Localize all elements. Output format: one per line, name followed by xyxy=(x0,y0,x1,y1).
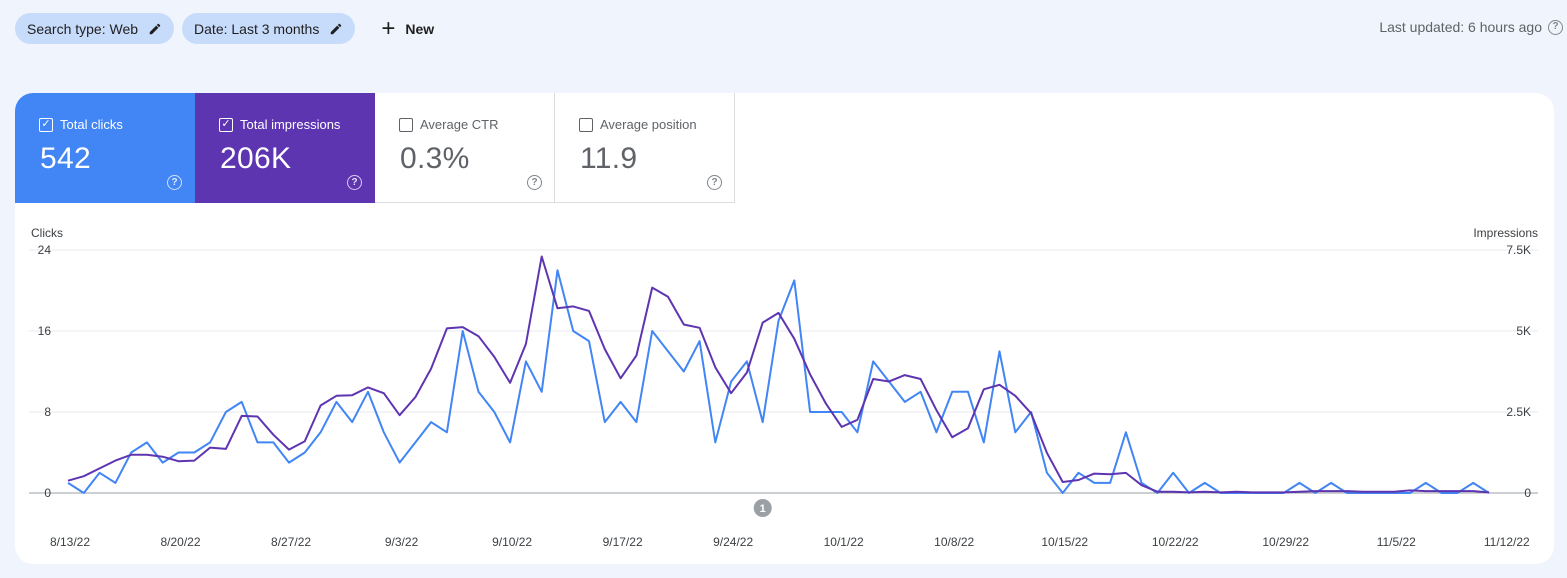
x-tick-label: 10/22/22 xyxy=(1152,535,1199,549)
x-tick-label: 11/12/22 xyxy=(1484,535,1530,549)
metric-average-position[interactable]: Average position 11.9 ? xyxy=(555,93,735,203)
help-icon[interactable]: ? xyxy=(1548,19,1563,35)
x-tick-label: 8/27/22 xyxy=(271,535,311,549)
metric-value: 206K xyxy=(220,142,292,175)
performance-card: ✓ Total clicks 542 ? ✓ Total impressions… xyxy=(15,93,1554,564)
help-icon[interactable]: ? xyxy=(707,175,722,190)
y-left-tick-label: 8 xyxy=(44,405,51,419)
x-tick-label: 8/13/22 xyxy=(50,535,90,549)
x-tick-label: 11/5/22 xyxy=(1377,535,1416,549)
clicks-series-line xyxy=(67,269,1490,494)
x-tick-label: 10/8/22 xyxy=(934,535,974,549)
y-right-tick-label: 5K xyxy=(1516,324,1531,338)
annotation-marker xyxy=(753,499,772,517)
x-tick-label: 10/1/22 xyxy=(824,535,864,549)
new-filter-label: New xyxy=(405,20,435,37)
checkbox-unchecked-icon[interactable] xyxy=(579,117,593,132)
metric-label: Average position xyxy=(600,117,697,132)
annotation-label: 1 xyxy=(760,503,766,515)
x-tick-label: 9/24/22 xyxy=(713,535,753,549)
x-tick-label: 10/29/22 xyxy=(1262,535,1309,549)
metric-average-ctr[interactable]: Average CTR 0.3% ? xyxy=(375,93,555,203)
metric-value: 0.3% xyxy=(400,142,470,175)
impressions-series-line xyxy=(67,255,1490,494)
checkbox-checked-icon[interactable]: ✓ xyxy=(39,117,53,132)
metric-label: Average CTR xyxy=(420,117,499,132)
metric-value: 542 xyxy=(40,142,91,175)
metric-total-clicks[interactable]: ✓ Total clicks 542 ? xyxy=(15,93,195,203)
y-right-tick-label: 0 xyxy=(1524,486,1531,500)
x-tick-label: 9/10/22 xyxy=(492,535,532,549)
chart-svg: Clicks Impressions 24 7.5K 16 5K 8 2.5K 0 0 8/1… xyxy=(29,226,1538,549)
x-tick-label: 9/3/22 xyxy=(385,535,419,549)
checkbox-unchecked-icon[interactable] xyxy=(399,117,413,132)
checkbox-checked-icon[interactable]: ✓ xyxy=(219,117,233,132)
last-updated: Last updated: 6 hours ago ? xyxy=(1379,19,1563,35)
date-chip[interactable]: Date: Last 3 months xyxy=(182,13,356,44)
y-left-tick-label: 0 xyxy=(44,486,51,500)
metric-label: Total impressions xyxy=(240,117,341,132)
pencil-icon xyxy=(331,23,342,34)
x-tick-label: 9/17/22 xyxy=(603,535,643,549)
help-icon[interactable]: ? xyxy=(527,175,542,190)
performance-chart: Clicks Impressions 24 7.5K 16 5K 8 2.5K 0 0 8/1… xyxy=(15,203,1554,564)
y-right-tick-label: 7.5K xyxy=(1506,243,1531,257)
help-icon[interactable]: ? xyxy=(167,175,182,190)
metric-tabs: ✓ Total clicks 542 ? ✓ Total impressions… xyxy=(15,93,1554,203)
pencil-icon xyxy=(149,23,161,34)
x-tick-label: 8/20/22 xyxy=(160,535,200,549)
date-label: Date: Last 3 months xyxy=(194,20,320,37)
last-updated-text: Last updated: 6 hours ago xyxy=(1379,19,1542,35)
search-type-chip[interactable]: Search type: Web xyxy=(15,13,175,44)
plus-icon: + xyxy=(381,14,396,42)
y-right-tick-label: 2.5K xyxy=(1506,405,1531,419)
y-left-tick-label: 16 xyxy=(38,324,52,338)
filter-bar: Search type: Web Date: Last 3 months + N… xyxy=(15,13,440,44)
y-left-tick-label: 24 xyxy=(38,243,52,257)
right-axis-label: Impressions xyxy=(1473,226,1538,240)
new-filter-button[interactable]: + New xyxy=(375,13,440,44)
metric-total-impressions[interactable]: ✓ Total impressions 206K ? xyxy=(195,93,375,203)
help-icon[interactable]: ? xyxy=(347,175,362,190)
search-type-label: Search type: Web xyxy=(27,20,139,37)
metric-value: 11.9 xyxy=(580,142,638,175)
x-tick-label: 10/15/22 xyxy=(1041,535,1088,549)
metric-label: Total clicks xyxy=(60,117,123,132)
left-axis-label: Clicks xyxy=(31,226,63,240)
